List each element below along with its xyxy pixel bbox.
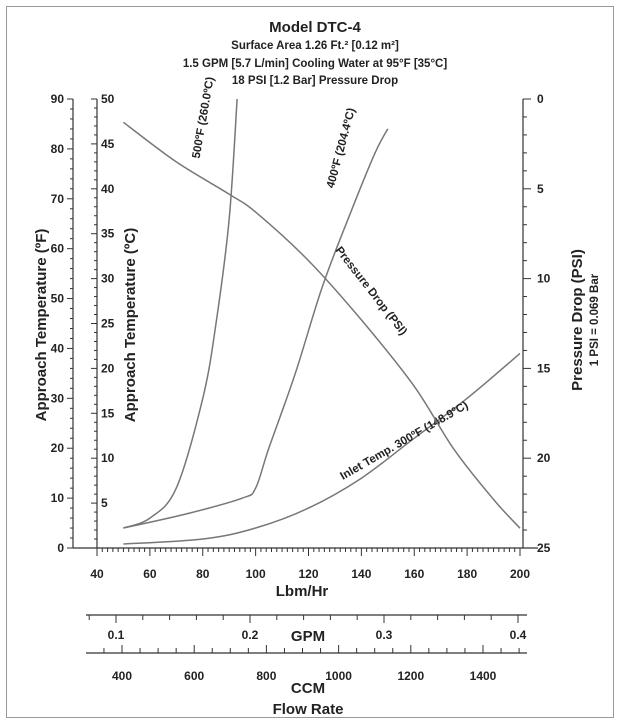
x-tick-label: 40	[90, 567, 104, 581]
flow-rate-label: Flow Rate	[273, 701, 344, 718]
ccm-tick-label: 600	[184, 669, 204, 683]
gpm-tick-label: 0.3	[376, 628, 393, 642]
ccm-tick-label: 400	[112, 669, 132, 683]
y-left-c-tick-label: 25	[101, 317, 115, 331]
x-tick-label: 80	[196, 567, 210, 581]
chart-subtitle-1: Surface Area 1.26 Ft.² [0.12 m²]	[231, 40, 399, 52]
gpm-tick-label: 0.4	[510, 628, 527, 642]
x-tick-label: 180	[457, 567, 477, 581]
y-right-tick-label: 15	[537, 361, 551, 375]
x-axis-label: Lbm/Hr	[276, 583, 329, 600]
y-left-c-tick-label: 50	[101, 92, 115, 106]
y-left-f-tick-label: 40	[51, 341, 65, 355]
x-tick-label: 100	[246, 567, 266, 581]
curve-300f-inlet-label: Inlet Temp. 300ºF (148.9ºC)	[338, 399, 470, 482]
curve-500f-label: 500ºF (260.0ºC)	[191, 76, 217, 160]
y-left-c-tick-label: 40	[101, 182, 115, 196]
curve-400f-label: 400ºF (204.4ºC)	[325, 107, 358, 190]
y-right-tick-label: 20	[537, 451, 551, 465]
chart-frame	[6, 6, 614, 718]
x-tick-label: 200	[510, 567, 530, 581]
y-left-c-tick-label: 30	[101, 272, 115, 286]
curve-pressure-drop	[122, 121, 521, 529]
ccm-tick-label: 1400	[470, 669, 497, 683]
ccm-axis-label: CCM	[291, 680, 325, 697]
curve-400f	[123, 128, 389, 529]
ccm-tick-label: 800	[256, 669, 276, 683]
y-left-c-tick-label: 10	[101, 451, 115, 465]
x-tick-label: 120	[298, 567, 318, 581]
curve-500f	[123, 98, 238, 529]
y-right-note: 1 PSI = 0.069 Bar	[589, 273, 601, 366]
y-left-c-label: Approach Temperature (ºC)	[122, 228, 139, 422]
y-left-c-tick-label: 5	[101, 496, 108, 510]
y-right-tick-label: 10	[537, 272, 551, 286]
ccm-tick-label: 1000	[325, 669, 352, 683]
curve-300f-inlet	[123, 352, 521, 545]
y-left-c-tick-label: 35	[101, 227, 115, 241]
y-left-f-tick-label: 90	[51, 92, 65, 106]
y-left-f-tick-label: 80	[51, 142, 65, 156]
y-left-c-tick-label: 20	[101, 361, 115, 375]
y-left-f-tick-label: 70	[51, 192, 65, 206]
y-right-tick-label: 0	[537, 92, 544, 106]
gpm-axis-label: GPM	[291, 628, 325, 645]
y-left-f-label: Approach Temperature (ºF)	[33, 229, 50, 422]
y-left-f-tick-label: 60	[51, 242, 65, 256]
x-tick-label: 140	[351, 567, 371, 581]
gpm-tick-label: 0.1	[108, 628, 125, 642]
ccm-tick-label: 1200	[397, 669, 424, 683]
gpm-tick-label: 0.2	[242, 628, 259, 642]
y-left-f-tick-label: 30	[51, 391, 65, 405]
y-left-c-tick-label: 15	[101, 406, 115, 420]
chart-title: Model DTC-4	[269, 19, 361, 36]
y-left-f-tick-label: 50	[51, 292, 65, 306]
y-left-c-tick-label: 45	[101, 137, 115, 151]
y-right-tick-label: 25	[537, 541, 551, 555]
curve-pressure-drop-label: Pressure Drop (PSI)	[333, 245, 409, 338]
y-left-f-tick-label: 20	[51, 441, 65, 455]
chart-subtitle-2: 1.5 GPM [5.7 L/min] Cooling Water at 95°…	[183, 58, 448, 70]
y-left-f-tick-label: 10	[51, 491, 65, 505]
x-tick-label: 160	[404, 567, 424, 581]
x-tick-label: 60	[143, 567, 157, 581]
y-left-f-tick-label: 0	[57, 541, 64, 555]
y-right-tick-label: 5	[537, 182, 544, 196]
y-right-label: Pressure Drop (PSI)	[569, 249, 586, 391]
chart-subtitle-3: 18 PSI [1.2 Bar] Pressure Drop	[232, 75, 398, 87]
